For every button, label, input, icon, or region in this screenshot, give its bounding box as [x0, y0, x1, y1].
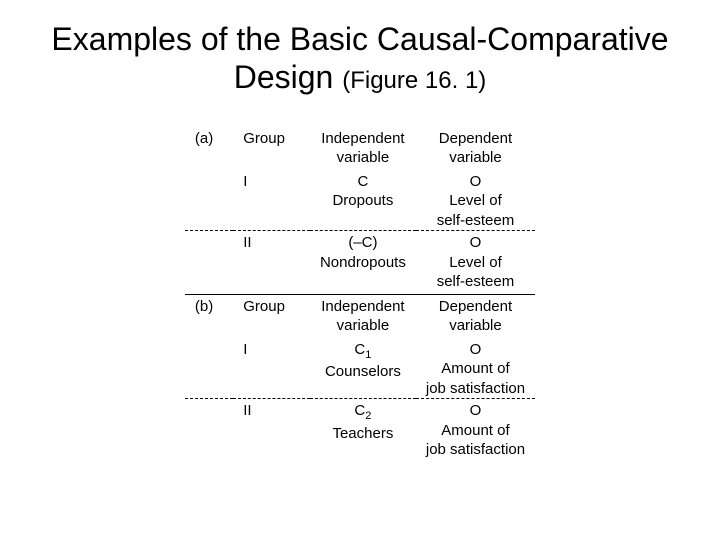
panel-a-row-1: I C Dropouts O Level of self-esteem — [185, 170, 535, 231]
hdr-iv-b: Independent variable — [310, 294, 416, 338]
panel-b-row-1: I C1 Counselors O Amount of job satisfac… — [185, 338, 535, 399]
slide-container: Examples of the Basic Causal-Comparative… — [0, 0, 720, 482]
a-r1-dv: O Level of self-esteem — [416, 170, 535, 231]
design-figure: (a) Group Independent variable Dependent… — [185, 127, 535, 462]
panel-a-header: (a) Group Independent variable Dependent… — [185, 127, 535, 170]
a-r1-iv: C Dropouts — [310, 170, 416, 231]
b-r2-iv: C2 Teachers — [310, 399, 416, 462]
b-r1-group: I — [233, 338, 310, 399]
panel-b-row-2: II C2 Teachers O Amount of job satisfact… — [185, 399, 535, 462]
hdr-dv-b: Dependent variable — [416, 294, 535, 338]
hdr-dv: Dependent variable — [416, 127, 535, 170]
a-r2-group: II — [233, 231, 310, 295]
panel-b-header: (b) Group Independent variable Dependent… — [185, 294, 535, 338]
panel-a-row-2: II (–C) Nondropouts O Level of self-este… — [185, 231, 535, 295]
hdr-group: Group — [233, 127, 310, 170]
hdr-group-b: Group — [233, 294, 310, 338]
b-r2-dv: O Amount of job satisfaction — [416, 399, 535, 462]
hdr-iv: Independent variable — [310, 127, 416, 170]
a-r2-iv: (–C) Nondropouts — [310, 231, 416, 295]
slide-title: Examples of the Basic Causal-Comparative… — [50, 20, 670, 97]
panel-b-label: (b) — [185, 294, 233, 338]
a-r2-dv: O Level of self-esteem — [416, 231, 535, 295]
title-figure-ref: (Figure 16. 1) — [342, 67, 486, 94]
b-r1-dv: O Amount of job satisfaction — [416, 338, 535, 399]
b-r1-iv: C1 Counselors — [310, 338, 416, 399]
b-r2-group: II — [233, 399, 310, 462]
a-r1-group: I — [233, 170, 310, 231]
panel-a-label: (a) — [185, 127, 233, 170]
